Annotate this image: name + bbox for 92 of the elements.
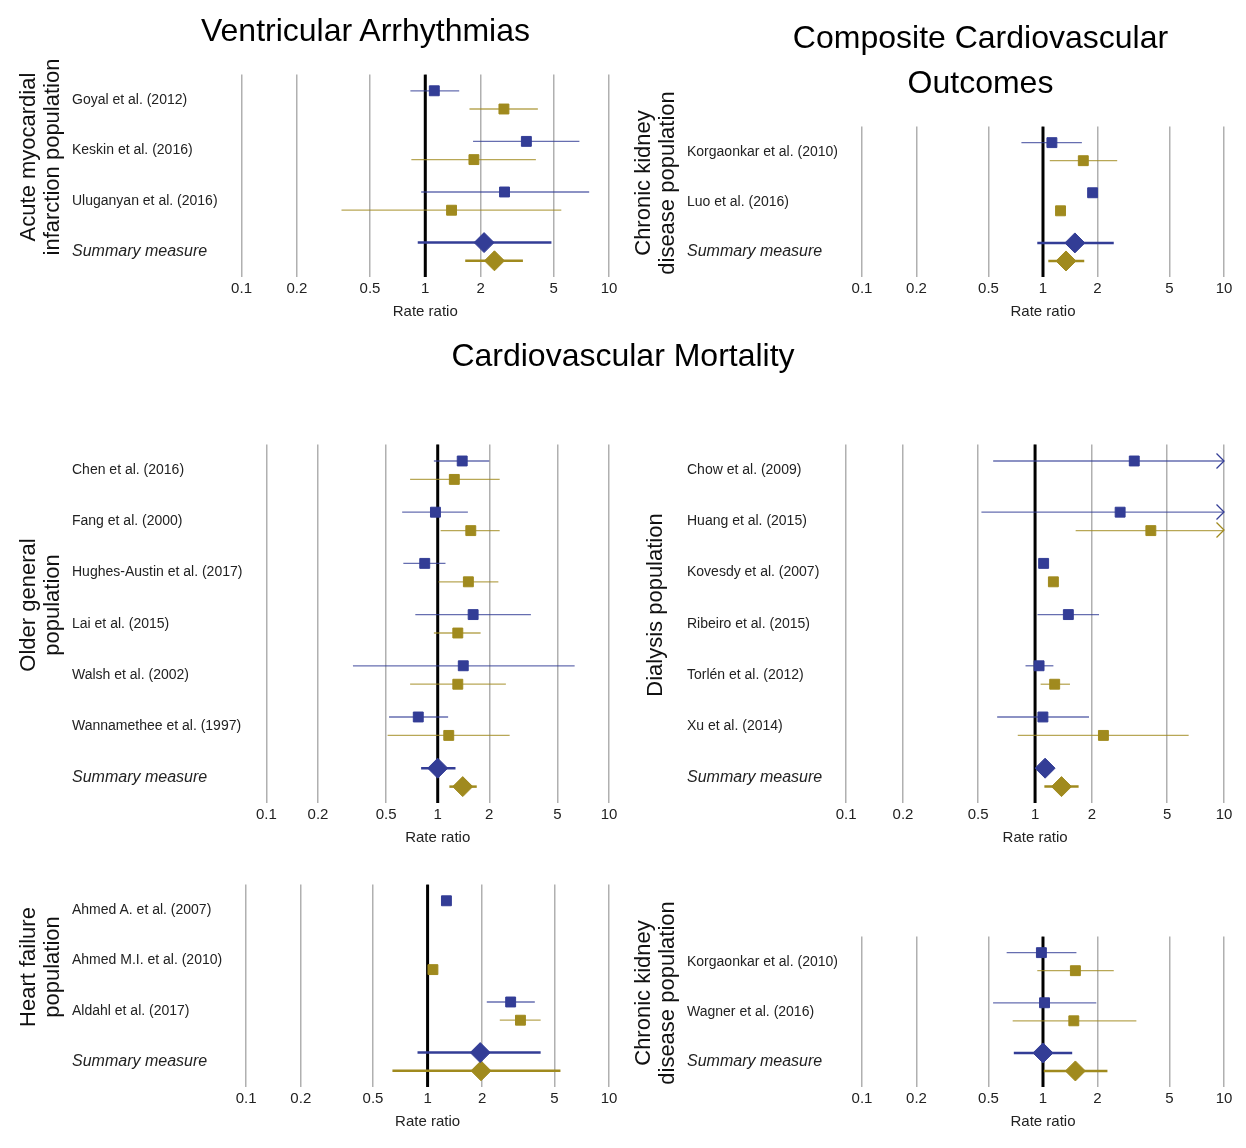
x-tick-label: 0.1: [256, 804, 277, 822]
y-tick-label: Kovesdy et al. (2007): [687, 563, 820, 580]
x-tick-label: 0.2: [307, 804, 329, 822]
y-tick-label: Ahmed M.I. et al. (2010): [72, 951, 223, 968]
y-tick-label: Summary measure: [687, 1052, 823, 1070]
point: [452, 678, 464, 690]
x-tick-label: 2: [1087, 804, 1097, 822]
y-tick-label: Huang et al. (2015): [687, 512, 807, 529]
x-tick-label: 2: [1093, 278, 1102, 296]
x-tick-label: 5: [550, 1088, 559, 1106]
y-tick-label: Summary measure: [687, 767, 823, 785]
x-tick-label: 1: [423, 1088, 432, 1106]
y-tick-label: Walsh et al. (2002): [72, 665, 189, 682]
y-tick-label: Korgaonkar et al. (2010): [687, 142, 838, 159]
x-axis-title: Rate ratio: [1002, 827, 1068, 845]
x-tick-label: 10: [1215, 278, 1233, 296]
y-tick-label: Xu et al. (2014): [687, 716, 783, 733]
x-tick-label: 0.1: [851, 278, 873, 296]
x-tick-label: 0.5: [978, 278, 999, 296]
x-tick-label: 0.1: [835, 804, 857, 822]
y-tick-label: Uluganyan et al. (2016): [72, 191, 218, 208]
x-tick-label: 0.1: [231, 278, 252, 296]
y-tick-label: Keskin et al. (2016): [72, 141, 193, 158]
y-tick-label: Aldahl et al. (2017): [72, 1001, 190, 1018]
y-axis-title: Acute myocardial infarction population: [14, 58, 65, 256]
chart-title: Cardiovascular Mortality: [450, 336, 796, 374]
x-tick-label: 0.2: [290, 1088, 312, 1106]
chart-title: Composite Cardiovascular Outcomes: [792, 19, 1169, 100]
x-axis-title: Rate ratio: [1010, 301, 1076, 319]
x-tick-label: 2: [476, 278, 485, 296]
x-tick-label: 10: [600, 804, 618, 822]
y-tick-label: Summary measure: [72, 767, 208, 785]
point: [465, 524, 477, 536]
x-tick-label: 2: [1093, 1088, 1102, 1106]
chart-title: Ventricular Arrhythmias: [200, 11, 531, 50]
y-tick-label: Korgaonkar et al. (2010): [687, 952, 838, 969]
x-axis-title: Rate ratio: [1010, 1111, 1076, 1129]
point: [452, 627, 464, 639]
y-tick-label: Torlén et al. (2012): [687, 665, 804, 682]
point: [448, 473, 460, 485]
x-tick-label: 0.1: [851, 1088, 873, 1106]
x-tick-label: 0.5: [362, 1088, 384, 1106]
y-tick-label: Lai et al. (2015): [72, 614, 170, 631]
x-tick-label: 5: [1165, 278, 1174, 296]
x-tick-label: 1: [1038, 278, 1048, 296]
y-tick-label: Goyal et al. (2012): [72, 90, 188, 107]
x-tick-label: 0.2: [906, 1088, 927, 1106]
x-tick-label: 5: [1165, 1088, 1174, 1106]
x-tick-label: 0.1: [235, 1088, 257, 1106]
y-tick-label: Hughes-Austin et al. (2017): [72, 563, 243, 580]
y-tick-label: Chow et al. (2009): [687, 460, 802, 477]
y-tick-label: Chen et al. (2016): [72, 460, 185, 477]
x-axis-title: Rate ratio: [395, 1111, 461, 1129]
x-tick-label: 2: [485, 804, 494, 822]
x-tick-label: 1: [1030, 804, 1040, 822]
x-tick-label: 10: [600, 1088, 618, 1106]
x-tick-label: 0.5: [978, 1088, 999, 1106]
x-tick-label: 0.2: [892, 804, 914, 822]
x-tick-label: 0.5: [375, 804, 397, 822]
point: [462, 576, 474, 588]
x-axis-title: Rate ratio: [392, 301, 458, 319]
y-axis-title: Chronic kidney disease population: [629, 901, 680, 1085]
x-tick-label: 0.5: [967, 804, 989, 822]
y-tick-label: Summary measure: [687, 242, 823, 260]
x-tick-label: 5: [1162, 804, 1172, 822]
point: [452, 775, 474, 797]
x-tick-label: 10: [1215, 804, 1233, 822]
x-tick-label: 1: [421, 278, 430, 296]
y-axis-title: Heart failure population: [14, 906, 65, 1027]
y-tick-label: Wagner et al. (2016): [687, 1002, 815, 1019]
x-tick-label: 1: [1038, 1088, 1048, 1106]
x-tick-label: 10: [600, 278, 618, 296]
x-tick-label: 5: [549, 278, 558, 296]
y-tick-label: Ribeiro et al. (2015): [687, 614, 810, 631]
y-tick-label: Fang et al. (2000): [72, 512, 183, 529]
y-tick-label: Summary measure: [72, 241, 208, 259]
y-axis-title: Chronic kidney disease population: [629, 91, 680, 275]
y-axis-title: Dialysis population: [641, 513, 668, 697]
x-tick-label: 5: [553, 804, 562, 822]
x-tick-label: 1: [433, 804, 442, 822]
point: [443, 729, 455, 741]
y-tick-label: Ahmed A. et al. (2007): [72, 900, 212, 917]
y-tick-label: Wannamethee et al. (1997): [72, 716, 242, 733]
y-axis-title: Older general population: [14, 538, 65, 672]
x-tick-label: 0.5: [359, 278, 381, 296]
x-axis-title: Rate ratio: [405, 827, 471, 845]
x-tick-label: 2: [478, 1088, 487, 1106]
x-tick-label: 10: [1215, 1088, 1233, 1106]
x-tick-label: 0.2: [286, 278, 308, 296]
y-tick-label: Summary measure: [72, 1051, 208, 1069]
x-tick-label: 0.2: [906, 278, 927, 296]
y-tick-label: Luo et al. (2016): [687, 192, 789, 209]
